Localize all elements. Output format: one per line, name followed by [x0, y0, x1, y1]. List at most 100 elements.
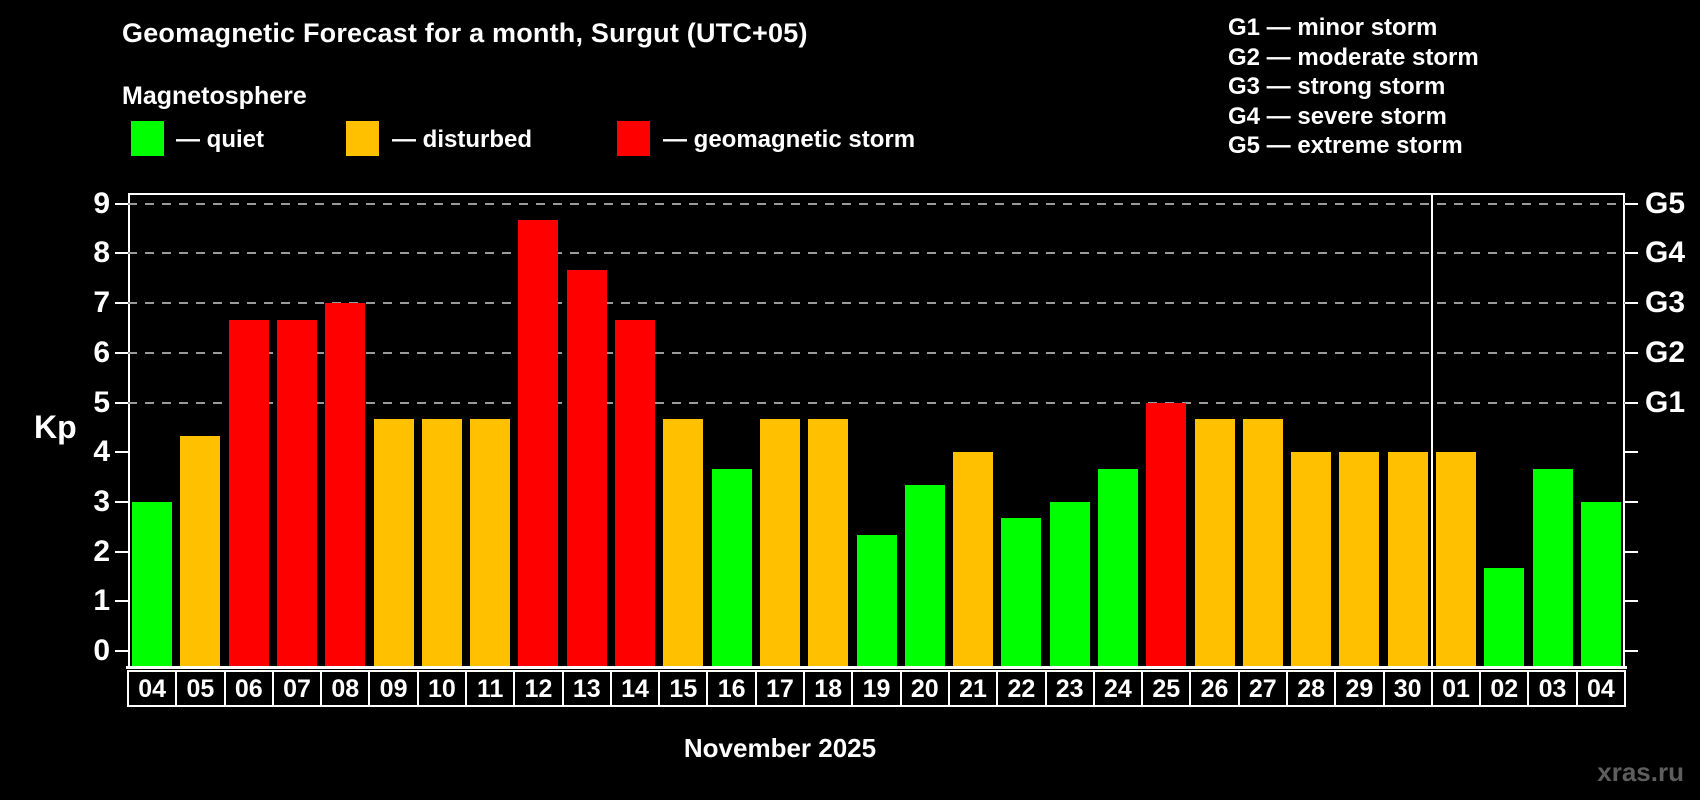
kp-bar-day-23 — [1049, 501, 1090, 667]
kp-bar-day-24 — [1097, 468, 1138, 667]
kp-bar-day-10 — [421, 418, 462, 667]
page-title: Geomagnetic Forecast for a month, Surgut… — [122, 18, 808, 48]
day-label-box: 22 — [996, 670, 1047, 707]
y-axis-tick — [115, 650, 128, 652]
day-label-box: 20 — [899, 670, 950, 707]
gridline-kp5 — [128, 401, 1625, 404]
kp-bar-day-18 — [808, 418, 849, 667]
y-tick-label: 8 — [93, 236, 110, 270]
y-axis-line — [128, 193, 130, 669]
y-axis-tick — [115, 252, 128, 255]
y-tick-label: 6 — [93, 335, 110, 369]
kp-bar-day-16 — [711, 468, 752, 667]
kp-bar-day-08 — [325, 303, 366, 667]
y-axis-tick — [115, 550, 128, 553]
right-axis-tick — [1625, 252, 1638, 255]
kp-bar-day-26 — [1194, 418, 1235, 667]
right-axis-tick — [1625, 451, 1638, 454]
y-tick-label: 2 — [93, 534, 110, 568]
kp-bar-day-07 — [277, 319, 318, 667]
day-label-box: 01 — [1430, 670, 1482, 707]
kp-bar-day-17 — [759, 418, 800, 667]
g-scale-legend-line: G4 — severe storm — [1228, 102, 1447, 130]
magnetosphere-label: Magnetosphere — [122, 82, 307, 110]
y-axis-tick — [115, 451, 128, 454]
day-label-box: 12 — [513, 670, 564, 707]
gridline-kp8 — [128, 252, 1625, 255]
y-tick-label: 9 — [93, 186, 110, 220]
kp-bar-day-04 — [1580, 501, 1621, 667]
g-level-label-g3: G3 — [1645, 286, 1686, 320]
plot-top-border — [128, 193, 1625, 195]
day-label-box: 29 — [1334, 670, 1385, 707]
y-axis-tick — [115, 401, 128, 404]
day-label-box: 04 — [127, 670, 178, 707]
kp-bar-day-13 — [566, 269, 607, 667]
quiet-legend-label: — quiet — [176, 126, 264, 153]
kp-bar-day-20 — [904, 485, 945, 667]
y-tick-label: 4 — [93, 435, 110, 469]
kp-bar-day-05 — [180, 435, 221, 667]
day-label-box: 09 — [368, 670, 419, 707]
day-label-box: 02 — [1479, 670, 1530, 707]
kp-bar-day-27 — [1242, 418, 1283, 667]
gridline-kp6 — [128, 351, 1625, 354]
right-axis-tick — [1625, 401, 1638, 404]
storm-swatch-icon — [617, 121, 650, 156]
right-axis-tick — [1625, 600, 1638, 603]
day-label-box: 18 — [803, 670, 854, 707]
g-scale-legend-line: G3 — strong storm — [1228, 73, 1446, 100]
day-label-box: 16 — [706, 670, 757, 707]
day-label-box: 21 — [947, 670, 999, 707]
kp-bar-day-11 — [470, 418, 511, 667]
g-level-label-g5: G5 — [1645, 186, 1686, 220]
kp-bar-day-03 — [1532, 468, 1573, 667]
storm-legend-label: — geomagnetic storm — [663, 126, 916, 153]
y-axis-tick — [115, 202, 128, 205]
day-label-box: 26 — [1189, 670, 1240, 707]
day-label-box: 07 — [271, 670, 323, 707]
y-axis-tick — [115, 351, 128, 354]
day-label-box: 10 — [416, 670, 468, 707]
y-axis-title: Kp — [34, 409, 77, 445]
day-label-box: 24 — [1092, 670, 1144, 707]
x-axis-line — [126, 666, 1627, 669]
kp-bar-day-19 — [856, 535, 897, 667]
day-label-box: 15 — [658, 670, 709, 707]
g-scale-legend: G1 — minor storm G2 — moderate storm G3 — … — [1228, 13, 1479, 161]
x-axis-title: November 2025 — [683, 733, 877, 763]
kp-bar-day-28 — [1291, 452, 1332, 667]
right-axis-tick — [1625, 202, 1638, 205]
day-label-box: 19 — [851, 670, 902, 707]
gridline-kp9 — [128, 202, 1625, 205]
g-scale-legend-line: G1 — minor storm — [1228, 14, 1438, 41]
g-level-label-g2: G2 — [1645, 335, 1686, 369]
right-axis-tick — [1625, 351, 1638, 354]
y-axis-tick — [115, 302, 128, 305]
g-level-label-g1: G1 — [1645, 385, 1686, 419]
day-label-box: 06 — [223, 670, 274, 707]
right-axis-tick — [1625, 650, 1638, 652]
kp-bar-day-25 — [1146, 402, 1187, 667]
right-axis-line — [1623, 193, 1625, 669]
y-tick-label: 0 — [93, 634, 110, 667]
day-label-box: 04 — [1575, 670, 1626, 707]
kp-bar-day-12 — [518, 220, 559, 667]
y-axis-tick — [115, 600, 128, 603]
g-scale-legend-line: G5 — extreme storm — [1228, 132, 1463, 159]
day-label-box: 11 — [465, 670, 516, 707]
day-label-box: 17 — [754, 670, 806, 707]
quiet-swatch-icon — [131, 121, 164, 156]
kp-bar-day-09 — [373, 418, 414, 667]
kp-bar-day-22 — [1001, 518, 1042, 667]
day-label-box: 30 — [1382, 670, 1433, 707]
kp-bar-day-06 — [228, 319, 269, 667]
month-separator-line — [1430, 193, 1433, 666]
right-axis-tick — [1625, 550, 1638, 553]
day-label-box: 05 — [175, 670, 226, 707]
right-axis-tick — [1625, 302, 1638, 305]
kp-bar-day-04 — [132, 501, 173, 667]
g-level-label-g4: G4 — [1645, 236, 1686, 270]
day-label-box: 25 — [1141, 670, 1192, 707]
